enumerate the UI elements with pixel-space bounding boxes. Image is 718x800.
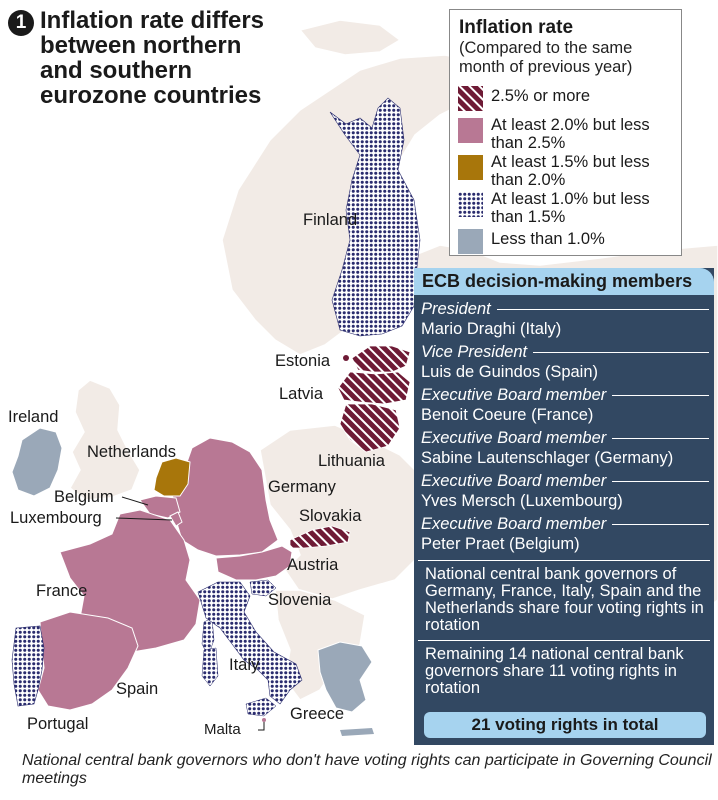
remaining-note: Remaining 14 national central bank gover…	[425, 645, 684, 697]
ecb-panel-header: ECB decision-making members	[414, 268, 714, 295]
label-italy: Italy	[229, 656, 260, 674]
italy-shape	[197, 581, 303, 705]
sicily-shape	[245, 697, 277, 717]
label-luxembourg: Luxembourg	[10, 509, 102, 527]
label-spain: Spain	[116, 680, 159, 698]
member-role: Executive Board member	[421, 429, 709, 448]
member-entry: President Mario Draghi (Italy)	[421, 300, 709, 344]
label-estonia: Estonia	[275, 352, 331, 370]
member-role: Executive Board member	[421, 386, 709, 405]
label-ireland: Ireland	[8, 408, 59, 426]
member-entry: Executive Board member Sabine Lautenschl…	[421, 429, 709, 473]
legend-label: 2.5% or more	[491, 87, 591, 105]
legend-title: Inflation rate	[459, 17, 574, 38]
member-entry: Executive Board member Benoit Coeure (Fr…	[421, 386, 709, 430]
total-voting-rights: 21 voting rights in total	[424, 712, 706, 738]
member-entry: Executive Board member Yves Mersch (Luxe…	[421, 472, 709, 516]
label-slovenia: Slovenia	[268, 591, 332, 609]
netherlands-shape	[153, 457, 191, 497]
member-name: Benoit Coeure (France)	[421, 406, 594, 424]
member-name: Peter Praet (Belgium)	[421, 535, 580, 553]
legend-swatch-solid	[458, 118, 483, 143]
divider	[418, 640, 710, 641]
title-line-3: and southern	[40, 57, 193, 84]
legend-swatch-stripes	[458, 86, 483, 111]
member-role: Executive Board member	[421, 515, 709, 534]
legend-swatch-solid	[458, 155, 483, 180]
leader-lines	[115, 496, 265, 731]
ireland-shape	[11, 427, 63, 497]
footnote: National central bank governors who don'…	[22, 752, 712, 787]
spain-shape	[37, 611, 139, 711]
label-france: France	[36, 582, 88, 600]
label-greece: Greece	[290, 705, 345, 723]
member-role: Vice President	[421, 343, 709, 362]
greece-shape	[317, 641, 373, 713]
label-lithuania: Lithuania	[318, 452, 385, 470]
rotation-note: National central bank governors of Germa…	[425, 565, 704, 634]
member-name: Luis de Guindos (Spain)	[421, 363, 599, 381]
member-name: Yves Mersch (Luxembourg)	[421, 492, 623, 510]
title-line-4: eurozone countries	[40, 82, 262, 109]
title-line-1: Inflation rate differs	[40, 7, 265, 34]
slovakia-shape	[289, 525, 351, 549]
legend-item: At least 1.0% but less than 1.5%	[458, 190, 680, 230]
label-netherlands: Netherlands	[87, 443, 176, 461]
title-number-badge: 1	[8, 10, 34, 36]
latvia-shape	[337, 371, 411, 405]
great-britain-shape	[69, 379, 141, 501]
malta-shape	[262, 718, 266, 722]
label-germany: Germany	[268, 478, 336, 496]
legend-label: Less than 1.0%	[491, 230, 605, 248]
label-malta: Malta	[204, 721, 241, 738]
austria-shape	[215, 545, 293, 581]
member-name: Mario Draghi (Italy)	[421, 320, 562, 338]
member-entry: Executive Board member Peter Praet (Belg…	[421, 515, 709, 559]
lithuania-shape	[339, 403, 401, 453]
label-slovakia: Slovakia	[299, 507, 362, 525]
label-latvia: Latvia	[279, 385, 324, 403]
luxembourg-shape	[169, 511, 183, 527]
legend-label: At least 1.5% but less than 2.0%	[491, 153, 650, 189]
slovenia-shape	[249, 579, 277, 597]
ecb-members-panel: ECB decision-making members President Ma…	[414, 268, 714, 745]
legend-label: At least 2.0% but less than 2.5%	[491, 116, 650, 152]
member-role: Executive Board member	[421, 472, 709, 491]
label-finland: Finland	[303, 211, 358, 229]
legend-label: At least 1.0% but less than 1.5%	[491, 190, 650, 226]
divider	[418, 560, 710, 561]
title-text: Inflation rate differs between northern …	[40, 8, 310, 108]
legend-item: Less than 1.0%	[458, 227, 680, 267]
crete-shape	[340, 728, 374, 736]
portugal-shape	[11, 625, 45, 707]
member-name: Sabine Lautenschlager (Germany)	[421, 449, 674, 467]
estonia-island-shape	[343, 355, 349, 361]
member-role: President	[421, 300, 709, 319]
legend-item: 2.5% or more	[458, 84, 680, 124]
estonia-shape	[351, 345, 411, 373]
legend-subtitle: (Compared to the same month of previous …	[459, 39, 633, 76]
legend-swatch-solid	[458, 229, 483, 254]
label-portugal: Portugal	[27, 715, 89, 733]
iceland-norway-tip-shape	[298, 19, 402, 56]
legend-item: At least 1.5% but less than 2.0%	[458, 153, 680, 193]
label-belgium: Belgium	[54, 488, 114, 506]
sardinia-shape	[201, 647, 219, 687]
legend-item: At least 2.0% but less than 2.5%	[458, 116, 680, 156]
legend-swatch-dots	[458, 192, 483, 217]
member-entry: Vice President Luis de Guindos (Spain)	[421, 343, 709, 387]
inflation-legend: Inflation rate (Compared to the same mon…	[449, 9, 682, 256]
title-line-2: between northern	[40, 32, 242, 59]
label-austria: Austria	[287, 556, 339, 574]
